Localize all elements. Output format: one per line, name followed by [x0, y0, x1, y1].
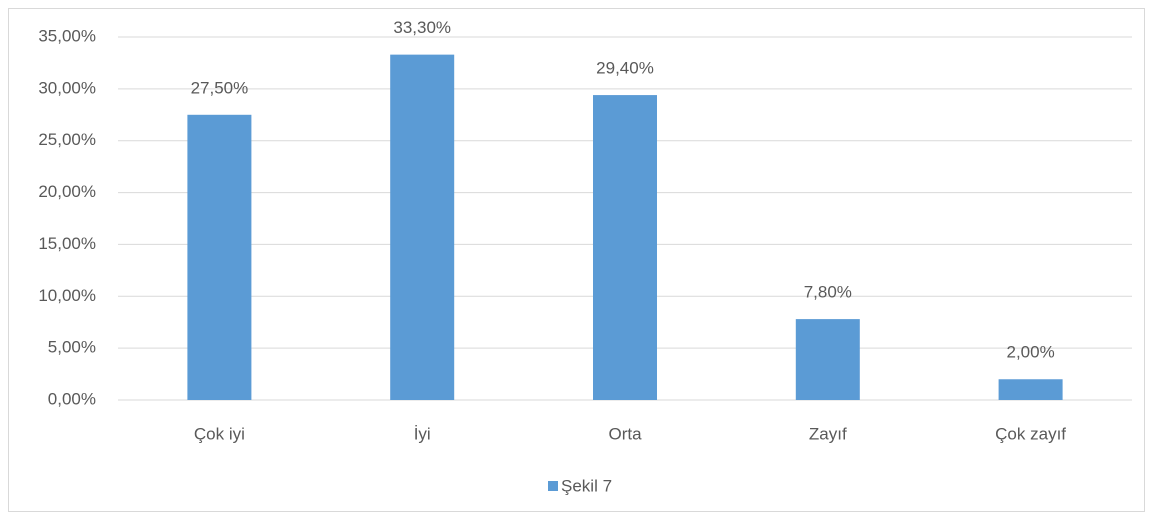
y-tick-label: 20,00% [38, 182, 96, 201]
bar [795, 319, 860, 400]
data-label: 33,30% [393, 18, 451, 37]
y-tick-label: 15,00% [38, 234, 96, 253]
y-tick-label: 30,00% [38, 78, 96, 97]
x-tick-label: İyi [414, 424, 431, 443]
data-label: 2,00% [1006, 343, 1054, 362]
x-tick-label: Çok iyi [194, 424, 245, 443]
x-tick-label: Orta [608, 424, 642, 443]
y-tick-label: 35,00% [38, 26, 96, 45]
legend-label: Şekil 7 [561, 476, 612, 495]
data-label: 7,80% [804, 283, 852, 302]
data-label: 27,50% [191, 78, 249, 97]
bar [187, 114, 252, 401]
y-tick-label: 5,00% [48, 338, 96, 357]
bar [998, 379, 1063, 400]
x-tick-label: Zayıf [809, 424, 847, 443]
y-tick-label: 25,00% [38, 130, 96, 149]
chart-border [8, 8, 1145, 512]
bar [390, 54, 455, 400]
legend-swatch [548, 481, 558, 491]
bar [593, 95, 657, 400]
data-label: 29,40% [596, 59, 654, 78]
x-tick-label: Çok zayıf [995, 424, 1066, 443]
y-tick-label: 10,00% [38, 286, 96, 305]
y-tick-label: 0,00% [48, 389, 96, 408]
